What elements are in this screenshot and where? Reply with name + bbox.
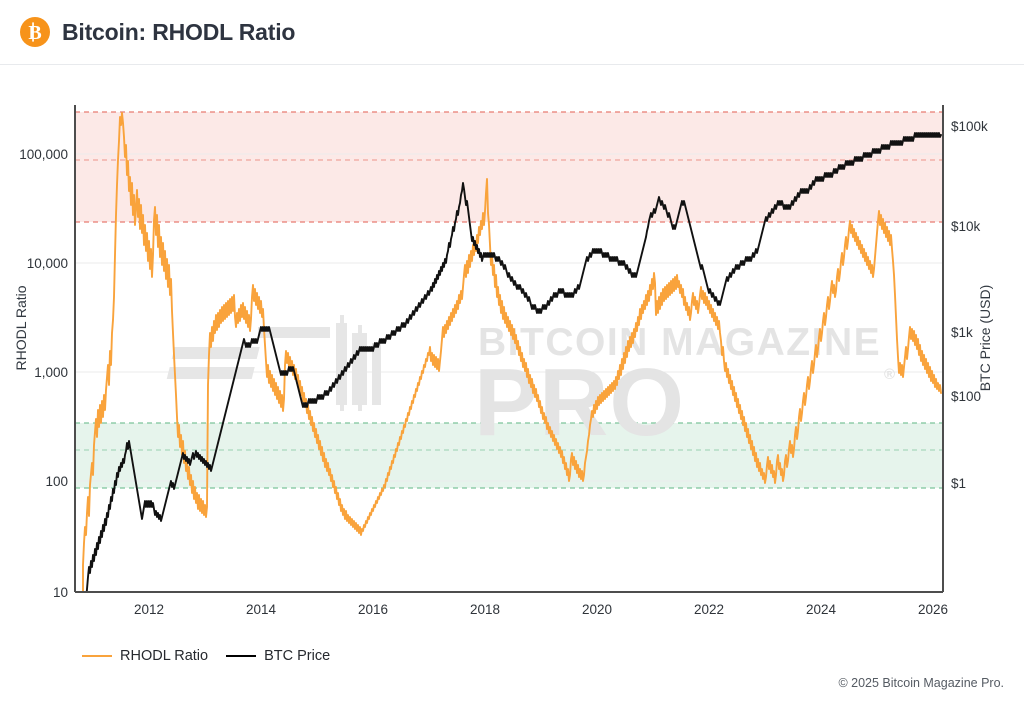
y-right-tick-100: $100 [951,389,981,404]
y-left-tick-100: 100 [45,474,68,489]
x-tick-2022: 2022 [694,602,724,617]
x-tick-2014: 2014 [246,602,277,617]
svg-text:PRO: PRO [474,349,685,456]
chart-legend: RHODL Ratio BTC Price [82,648,330,664]
x-tick-2020: 2020 [582,602,612,617]
x-tick-2012: 2012 [134,602,164,617]
y-right-tick-10k: $10k [951,219,981,234]
legend-item-rhodl-ratio[interactable]: RHODL Ratio [82,648,208,664]
series-btc-price [85,132,942,592]
y-left-tick-10000: 10,000 [27,256,68,271]
y-left-tick-1000: 1,000 [34,365,68,380]
page-title: Bitcoin: RHODL Ratio [62,18,296,45]
x-tick-2024: 2024 [806,602,837,617]
y-left-tick-10: 10 [53,585,68,600]
copyright-notice: © 2025 Bitcoin Magazine Pro. [838,676,1004,690]
y-right-tick-1k: $1k [951,325,973,340]
axis-lines [74,105,944,593]
x-tick-2026: 2026 [918,602,948,617]
y-axis-left-title: RHODL Ratio [13,285,29,371]
rhodl-ratio-chart: BITCOIN MAGAZINE PRO ® 100,000 10,000 1,… [19,105,988,617]
chart-body: BITCOIN MAGAZINE PRO ® 100,000 10,000 1,… [0,65,1024,709]
x-axis-ticks: 2012 2014 2016 2018 2020 2022 2024 2026 [134,602,948,617]
legend-item-btc-price[interactable]: BTC Price [226,648,330,664]
svg-text:BITCOIN MAGAZINE: BITCOIN MAGAZINE [478,321,881,364]
y-left-tick-100000: 100,000 [19,147,68,162]
svg-text:®: ® [884,366,895,383]
series-rhodl-ratio [82,112,942,592]
overheated-red-band [75,111,943,223]
y-right-tick-100k: $100k [951,119,988,134]
bitcoin-logo-icon: B [20,17,50,47]
legend-label-btc-price: BTC Price [264,648,331,664]
watermark: BITCOIN MAGAZINE PRO ® [166,315,895,456]
legend-swatch-btc-price [226,655,257,657]
svg-text:B: B [28,22,41,44]
y-axis-left-ticks: 100,000 10,000 1,000 100 10 [19,147,68,600]
y-axis-right-title: BTC Price (USD) [977,284,993,392]
legend-label-rhodl-ratio: RHODL Ratio [120,648,209,664]
legend-swatch-rhodl-ratio [82,655,112,657]
x-tick-2018: 2018 [470,602,500,617]
gridlines [75,153,943,482]
x-tick-2016: 2016 [358,602,388,617]
y-axis-right-ticks: $100k $10k $1k $100 $1 [951,119,988,491]
chart-header: B Bitcoin: RHODL Ratio [0,0,1024,65]
y-right-tick-1: $1 [951,476,966,491]
